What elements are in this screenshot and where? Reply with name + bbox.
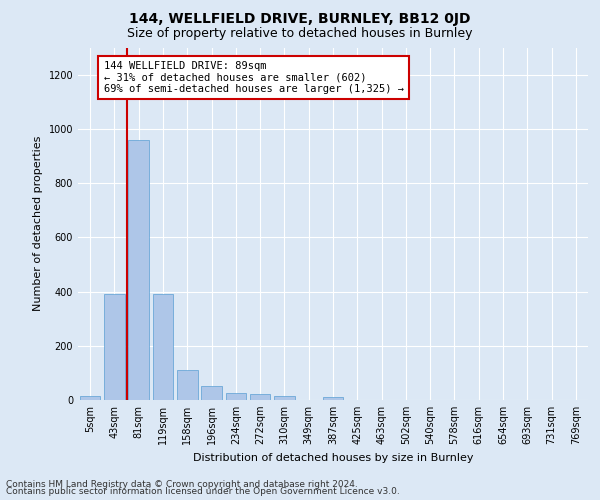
Text: Contains public sector information licensed under the Open Government Licence v3: Contains public sector information licen… bbox=[6, 487, 400, 496]
X-axis label: Distribution of detached houses by size in Burnley: Distribution of detached houses by size … bbox=[193, 452, 473, 462]
Text: 144 WELLFIELD DRIVE: 89sqm
← 31% of detached houses are smaller (602)
69% of sem: 144 WELLFIELD DRIVE: 89sqm ← 31% of deta… bbox=[104, 61, 404, 94]
Text: Contains HM Land Registry data © Crown copyright and database right 2024.: Contains HM Land Registry data © Crown c… bbox=[6, 480, 358, 489]
Bar bbox=[177, 370, 197, 400]
Bar bbox=[128, 140, 149, 400]
Bar bbox=[323, 396, 343, 400]
Bar bbox=[152, 294, 173, 400]
Text: Size of property relative to detached houses in Burnley: Size of property relative to detached ho… bbox=[127, 28, 473, 40]
Bar bbox=[226, 393, 246, 400]
Bar bbox=[250, 394, 271, 400]
Y-axis label: Number of detached properties: Number of detached properties bbox=[33, 136, 43, 312]
Bar bbox=[274, 396, 295, 400]
Bar bbox=[80, 396, 100, 400]
Bar bbox=[201, 386, 222, 400]
Text: 144, WELLFIELD DRIVE, BURNLEY, BB12 0JD: 144, WELLFIELD DRIVE, BURNLEY, BB12 0JD bbox=[129, 12, 471, 26]
Bar bbox=[104, 294, 125, 400]
